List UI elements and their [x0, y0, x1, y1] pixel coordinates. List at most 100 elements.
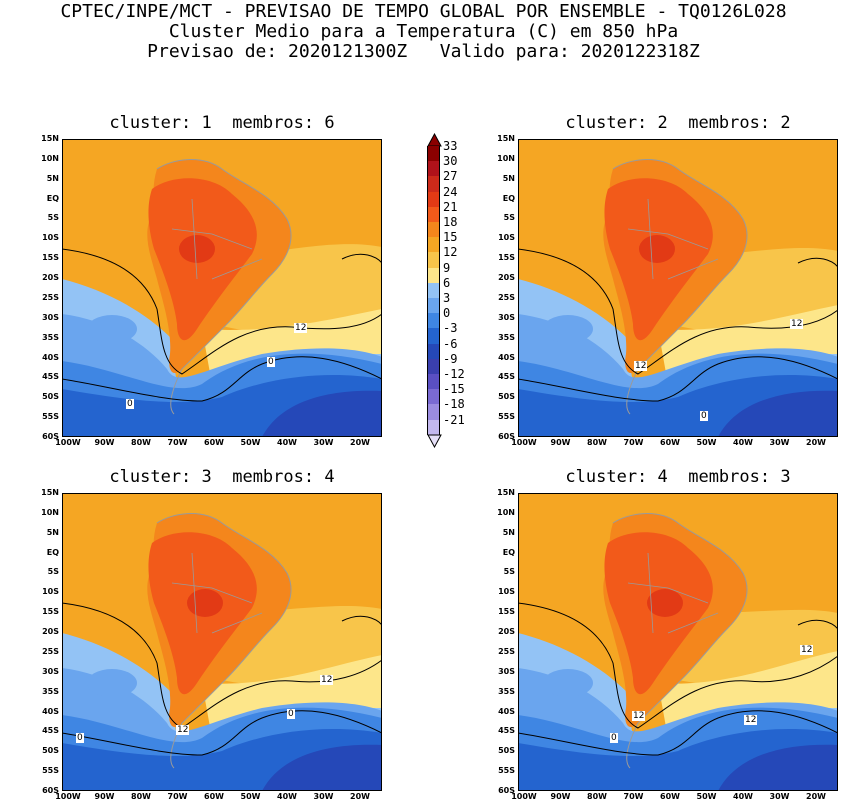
header-line-3: Previsao de: 2020121300Z Valido para: 20… [147, 41, 700, 62]
contour-label: 0 [126, 399, 134, 409]
x-tick-label: 50W [240, 438, 261, 447]
map-panel-2: 12 12 0 [518, 139, 838, 437]
colorbar-level-label: 27 [443, 169, 458, 184]
y-tick-label: 15S [42, 253, 59, 263]
colorbar-swatch [427, 343, 440, 359]
y-tick-label: 50S [42, 392, 59, 402]
field-minus6-minus3 [718, 390, 838, 437]
x-tick-label: 60W [660, 792, 680, 801]
y-tick-label: 15S [498, 253, 515, 263]
y-tick-label: 15N [497, 134, 515, 143]
x-tick-label: 60W [204, 438, 224, 447]
y-tick-label: 10N [497, 507, 515, 517]
y-tick-label: 5S [47, 213, 59, 223]
contour-label: 0 [610, 733, 618, 743]
y-tick-label: 5N [502, 173, 515, 183]
colorbar-level-label: 12 [443, 245, 458, 260]
y-tick-label: EQ [502, 547, 515, 557]
y-tick-label: 45S [42, 372, 59, 382]
x-tick-label: 80W [131, 792, 151, 801]
x-tick-label: 100W [55, 438, 81, 447]
field-minus6-minus3 [262, 390, 382, 437]
colorbar-swatch [427, 146, 440, 162]
x-tick-label: 20W [806, 792, 826, 801]
contour-12-east [797, 257, 838, 268]
colorbar-swatch [427, 358, 440, 374]
y-tick-label: 35S [498, 686, 515, 696]
x-tick-label: 20W [350, 792, 370, 801]
borders [171, 552, 263, 634]
contour-label: 12 [176, 725, 190, 735]
x-tick-label: 40W [277, 792, 297, 801]
x-tick-label: 30W [769, 438, 790, 447]
contour-0 [518, 356, 838, 402]
x-tick-label: 50W [696, 438, 717, 447]
x-tick-label: 70W [167, 792, 188, 801]
x-tick-label: 70W [623, 438, 644, 447]
x-tick-label: 80W [587, 438, 607, 447]
x-tick-label: 40W [277, 438, 297, 447]
colorbar-level-label: 0 [443, 306, 451, 321]
y-tick-label: 40S [42, 352, 59, 362]
colorbar-swatch [427, 161, 440, 177]
map-panel-1: 12 0 0 [62, 139, 382, 437]
colorbar-level-label: -3 [443, 321, 458, 336]
colorbar-level-label: -12 [443, 367, 465, 381]
y-tick-label: 10S [42, 233, 59, 243]
field-minus6-minus3 [262, 744, 382, 791]
y-tick-label: 50S [498, 746, 515, 756]
header-line-1: CPTEC/INPE/MCT - PREVISAO DE TEMPO GLOBA… [60, 1, 787, 22]
contour-label: 12 [632, 711, 646, 721]
y-tick-label: 15S [42, 607, 59, 617]
contour-0 [62, 710, 382, 756]
y-tick-label: 25S [498, 646, 515, 656]
y-tick-label: 35S [42, 332, 59, 342]
x-tick-label: 30W [313, 438, 334, 447]
colorbar-level-label: -9 [443, 351, 458, 366]
contour-0 [518, 710, 838, 756]
cold-pool [543, 669, 593, 697]
x-tick-label: 80W [131, 438, 151, 447]
y-tick-label: 5N [46, 173, 59, 183]
y-tick-label: 55S [498, 766, 515, 776]
y-tick-label: 45S [42, 726, 59, 736]
y-tick-label: 25S [42, 646, 59, 656]
y-tick-label: 40S [498, 352, 515, 362]
y-tick-label: 55S [498, 412, 515, 422]
colorbar-arrow-top [427, 133, 442, 147]
y-tick-label: 30S [498, 666, 515, 676]
x-tick-label: 30W [769, 792, 790, 801]
y-tick-label: 60S [498, 786, 515, 795]
colorbar-swatch [427, 282, 440, 298]
contour-0 [62, 356, 382, 402]
colorbar-swatch [427, 267, 440, 283]
contour-label: 0 [700, 411, 708, 421]
borders [627, 552, 719, 634]
y-tick-label: 20S [498, 273, 515, 283]
colorbar-swatch [427, 328, 440, 344]
y-tick-label: 5N [502, 527, 515, 537]
y-tick-label: 45S [498, 726, 515, 736]
y-tick-label: 60S [42, 432, 59, 441]
colorbar-level-label: -21 [443, 412, 465, 427]
colorbar-swatch [427, 206, 440, 222]
x-tick-label: 90W [94, 792, 115, 801]
x-tick-label: 50W [240, 792, 261, 801]
x-tick-label: 20W [350, 438, 370, 447]
y-tick-label: EQ [502, 193, 515, 203]
colorbar-level-label: -18 [443, 397, 465, 412]
colorbar-swatch [427, 252, 440, 268]
colorbar-level-label: 33 [443, 139, 458, 153]
y-tick-label: 20S [498, 627, 515, 637]
colorbar-level-label: 18 [443, 215, 458, 229]
x-tick-label: 90W [550, 438, 571, 447]
x-tick-label: 80W [587, 792, 607, 801]
map-panel-3: 12 12 0 0 [62, 493, 382, 791]
y-tick-label: 25S [42, 292, 59, 302]
contour-label: 12 [634, 361, 648, 371]
hot-core [639, 235, 675, 263]
coastline [612, 513, 748, 769]
field-minus6-minus3 [718, 744, 838, 791]
colorbar-level-label: 9 [443, 260, 451, 275]
y-tick-label: 60S [42, 786, 59, 795]
